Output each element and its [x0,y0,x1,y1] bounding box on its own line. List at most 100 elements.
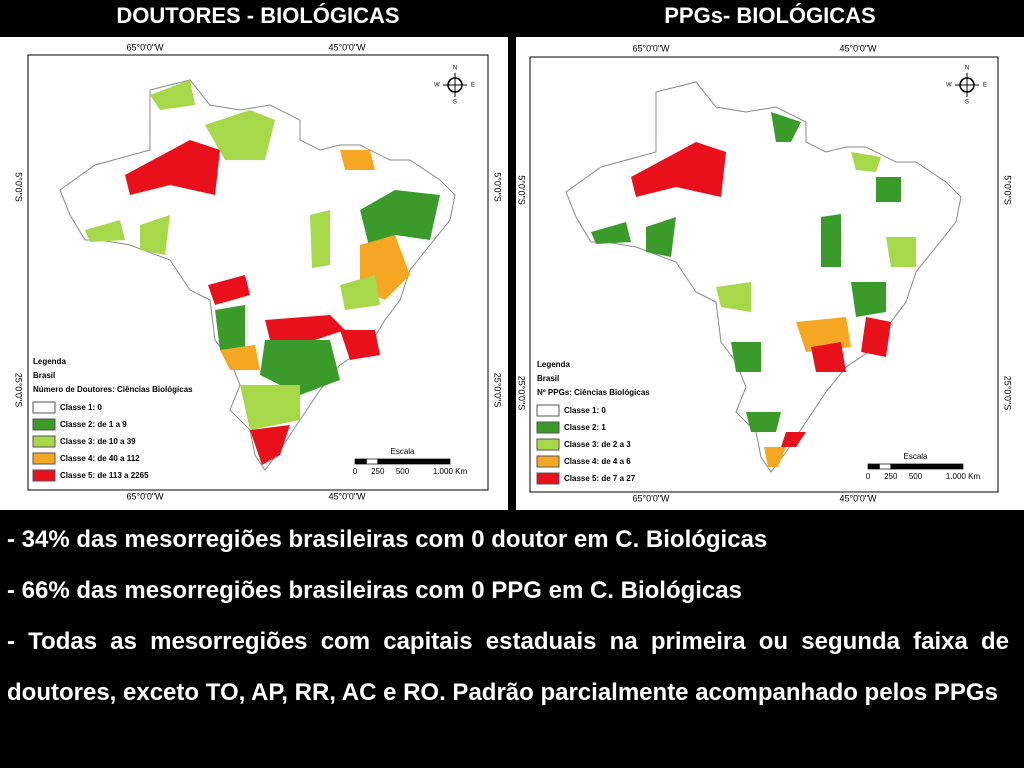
region [150,80,195,110]
scale-bar [867,463,880,470]
region [811,342,846,372]
coord-label: 45°0'0"W [328,42,366,52]
legend-heading: Nº PPGs: Ciências Biológicas [537,388,650,397]
panel-title: DOUTORES - BIOLÓGICAS [116,3,399,28]
legend-swatch [536,404,560,417]
right-map [565,81,962,473]
legend-subtitle: Brasil [33,371,55,380]
legend-swatch [536,438,560,451]
legend-label: Classe 3: de 2 a 3 [564,440,631,449]
legend-swatch [32,435,56,448]
coord-label: 5°0'0"S [493,172,503,202]
region [125,140,220,195]
legend-swatch [32,469,56,482]
scale-tick: 250 [371,467,385,476]
legend-label: Classe 1: 0 [564,406,606,415]
legend-label: Classe 2: 1 [564,423,606,432]
region [851,282,886,317]
region [85,220,125,242]
region [240,385,300,430]
region [205,110,275,160]
region [220,345,260,370]
scale-bar [890,463,916,470]
coord-label: 25°0'0"S [517,376,527,411]
region [208,275,250,305]
coord-label: 25°0'0"S [493,373,503,408]
coord-label: 65°0'0"W [632,43,670,53]
compass-letter: N [453,66,457,72]
coord-label: 45°0'0"W [839,493,877,503]
scale-tick: 1.000 Km [946,472,981,481]
note: - 34% das mesorregiões brasileiras com 0… [7,526,768,553]
region [265,315,345,345]
coord-label: 5°0'0"S [14,172,24,202]
left-frame [27,54,489,491]
legend-swatch [32,452,56,465]
region [771,112,801,142]
coord-label: 45°0'0"W [839,43,877,53]
coord-label: 45°0'0"W [328,491,366,501]
scale-title: Escala [390,447,415,456]
region [140,215,170,255]
note: - Todas as mesorregiões com capitais est… [7,628,1009,706]
legend-heading: Número de Doutores: Ciências Biológicas [33,385,193,394]
scale-bar [879,463,892,470]
scale-tick: 0 [866,472,871,481]
compass-letter: E [471,83,475,89]
scale-tick: 0 [353,467,358,476]
legend-label: Classe 3: de 10 a 39 [60,437,136,446]
compass-letter: S [453,100,457,106]
legend-title: Legenda [33,357,66,366]
region [781,432,806,447]
legend-swatch [536,472,560,485]
compass-letter: S [965,100,969,106]
legend-subtitle: Brasil [537,374,559,383]
region [876,177,901,202]
region [631,142,726,197]
coord-label: 65°0'0"W [632,493,670,503]
legend-label: Classe 1: 0 [60,403,102,412]
legend-label: Classe 5: de 113 a 2265 [60,471,149,480]
scale-tick: 500 [909,472,923,481]
scale-tick: 250 [884,472,898,481]
scale-title: Escala [903,452,928,461]
legend-swatch [32,418,56,431]
coord-label: 5°0'0"S [1003,175,1013,205]
legend-swatch [536,421,560,434]
region [340,275,380,310]
region [851,152,881,172]
coord-label: 65°0'0"W [126,491,164,501]
scale-tick: 500 [396,467,410,476]
coord-label: 25°0'0"S [14,373,24,408]
scale-bar [354,458,367,465]
coord-label: 5°0'0"S [517,175,527,205]
right-frame [529,56,999,493]
scale-bar [366,458,379,465]
region [764,447,786,467]
coord-label: 25°0'0"S [1003,376,1013,411]
region [821,214,841,267]
notes: - 34% das mesorregiões brasileiras com 0… [7,514,1009,718]
region [340,150,375,170]
region [716,282,751,312]
region [360,190,440,250]
region [746,412,781,432]
legend-label: Classe 4: de 40 a 112 [60,454,140,463]
legend-swatch [32,401,56,414]
scale-bar [402,458,451,465]
region [260,340,340,395]
panel-title: PPGs- BIOLÓGICAS [664,3,875,28]
legend-label: Classe 5: de 7 a 27 [564,474,636,483]
compass-letter: E [983,83,987,89]
scale-bar [377,458,403,465]
region [886,237,916,267]
region [646,217,676,257]
compass-letter: N [965,66,969,72]
maps: DOUTORES - BIOLÓGICAS 65°0'0"W 45°0'0"W 65°… [0,3,1024,510]
legend-title: Legenda [537,360,570,369]
region [215,305,245,350]
scale-tick: 1.000 Km [433,467,468,476]
coord-label: 65°0'0"W [126,42,164,52]
legend-label: Classe 2: de 1 a 9 [60,420,127,429]
region [591,222,631,244]
